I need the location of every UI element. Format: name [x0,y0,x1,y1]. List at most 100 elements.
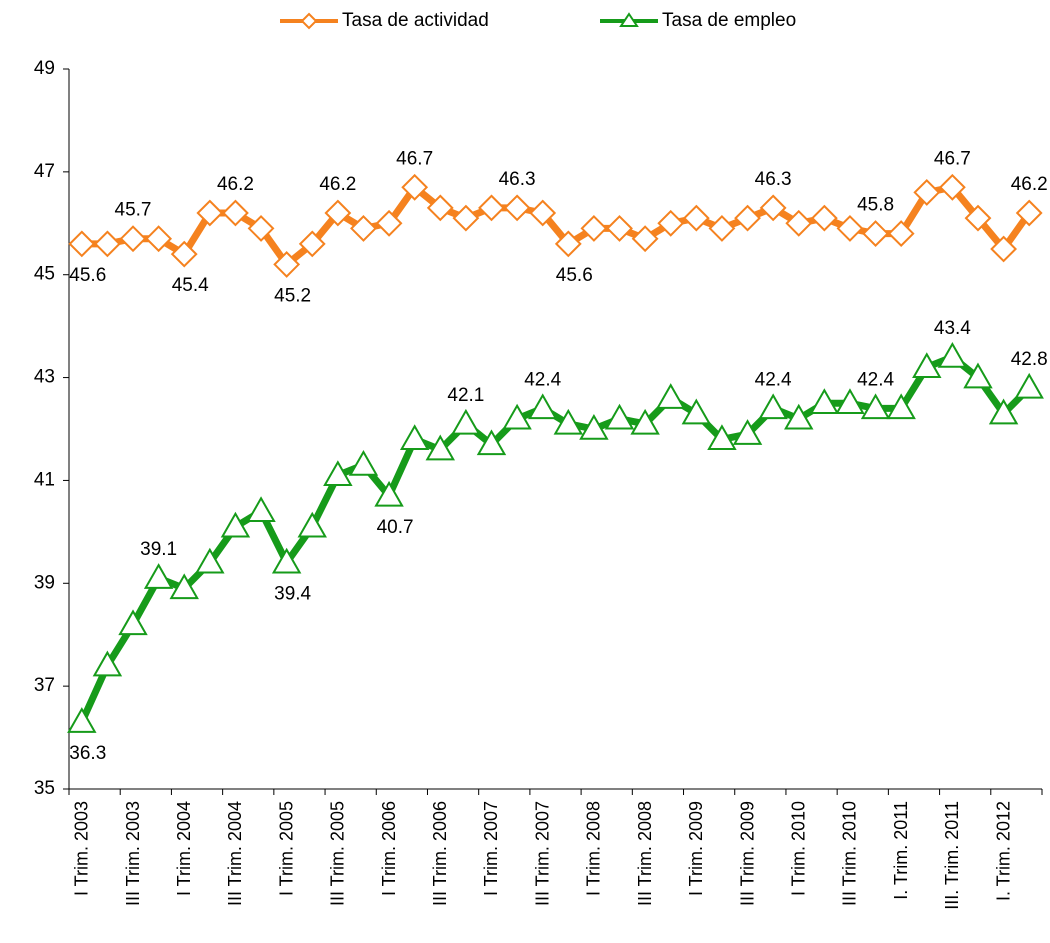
data-label: 42.4 [524,369,561,390]
marker-diamond [554,230,582,258]
y-tick-label: 49 [34,58,55,79]
marker-triangle [937,341,968,368]
marker-diamond [68,230,96,258]
marker-triangle [963,362,993,389]
y-tick-label: 47 [34,161,55,182]
marker-diamond [580,215,608,242]
marker-diamond [119,225,147,253]
y-tick-label: 41 [34,469,55,490]
marker-diamond [401,173,429,201]
marker-triangle [67,707,97,733]
data-label: 46.7 [934,148,971,169]
marker-diamond [836,215,864,242]
marker-triangle [630,408,660,435]
marker-triangle [912,352,942,379]
marker-triangle [553,408,584,435]
marker-diamond [938,173,966,201]
marker-diamond [298,230,326,258]
marker-diamond [913,179,941,206]
data-label: 36.3 [69,743,106,764]
data-label: 45.6 [556,265,593,286]
marker-diamond [426,194,454,222]
x-tick-label: III Trim. 2010 [840,801,860,906]
data-label: 46.3 [755,169,792,190]
x-tick-label: I Trim. 2010 [789,801,809,896]
data-label: 45.7 [115,200,152,221]
data-label: 42.4 [755,369,792,390]
marker-triangle [707,424,737,451]
marker-triangle [220,511,251,538]
x-tick-label: III Trim. 2005 [328,801,348,906]
marker-diamond [759,194,787,222]
x-tick-label: III Trim. 2007 [532,801,552,906]
data-label: 39.4 [274,584,311,605]
x-tick-label: I Trim. 2009 [686,801,706,896]
x-tick-label: III Trim. 2004 [225,801,245,906]
x-tick-label: I. Trim. 2011 [891,801,911,900]
marker-diamond [887,220,915,247]
marker-triangle [348,449,379,476]
marker-triangle [732,419,763,445]
marker-diamond [222,199,249,227]
marker-diamond [682,204,710,232]
data-label: 46.7 [396,148,433,169]
marker-triangle [886,393,916,420]
legend-marker [619,12,639,27]
y-tick-label: 39 [34,572,55,593]
marker-triangle [681,398,712,425]
legend-label: Tasa de empleo [662,10,796,31]
marker-triangle [195,547,225,574]
marker-triangle [656,383,686,409]
marker-diamond [452,204,480,232]
x-tick-label: I Trim. 2005 [276,801,296,896]
marker-diamond [606,215,633,242]
marker-diamond [273,251,301,278]
y-tick-label: 37 [34,675,55,696]
marker-diamond [93,230,121,258]
data-label: 46.2 [319,174,356,195]
marker-diamond [503,194,531,222]
marker-diamond [324,199,352,227]
data-label: 42.4 [857,369,894,390]
data-label: 45.4 [172,275,209,296]
marker-triangle [604,403,635,430]
legend-marker [300,12,318,30]
y-tick-label: 35 [34,778,55,799]
marker-triangle [988,398,1019,425]
x-tick-label: I Trim. 2006 [379,801,399,896]
marker-triangle [425,434,455,461]
marker-diamond [247,215,275,242]
marker-diamond [785,209,813,237]
marker-diamond [862,220,889,247]
data-label: 45.8 [857,195,894,216]
marker-triangle [246,496,276,523]
x-tick-label: III. Trim. 2011 [942,801,962,910]
data-label: 42.8 [1011,349,1048,370]
data-label: 46.2 [217,174,254,195]
marker-diamond [145,225,173,253]
marker-triangle [502,403,532,430]
data-label: 46.2 [1011,174,1048,195]
marker-diamond [170,240,198,268]
marker-triangle [118,609,148,636]
legend-label: Tasa de actividad [342,10,489,31]
marker-triangle [271,547,302,574]
data-label: 42.1 [447,385,484,406]
x-tick-label: I. Trim. 2012 [993,801,1013,901]
marker-triangle [527,393,558,420]
marker-triangle [1014,372,1044,399]
marker-diamond [631,225,659,253]
marker-diamond [1015,199,1043,227]
marker-triangle [169,573,199,600]
data-label: 45.2 [274,285,311,306]
marker-triangle [451,408,481,435]
marker-triangle [809,388,840,415]
marker-diamond [990,235,1018,263]
marker-triangle [297,511,327,538]
marker-diamond [734,204,761,232]
marker-triangle [476,429,507,456]
data-label: 39.1 [140,539,177,560]
data-label: 46.3 [499,169,536,190]
marker-triangle [579,413,609,440]
marker-triangle [92,650,123,677]
